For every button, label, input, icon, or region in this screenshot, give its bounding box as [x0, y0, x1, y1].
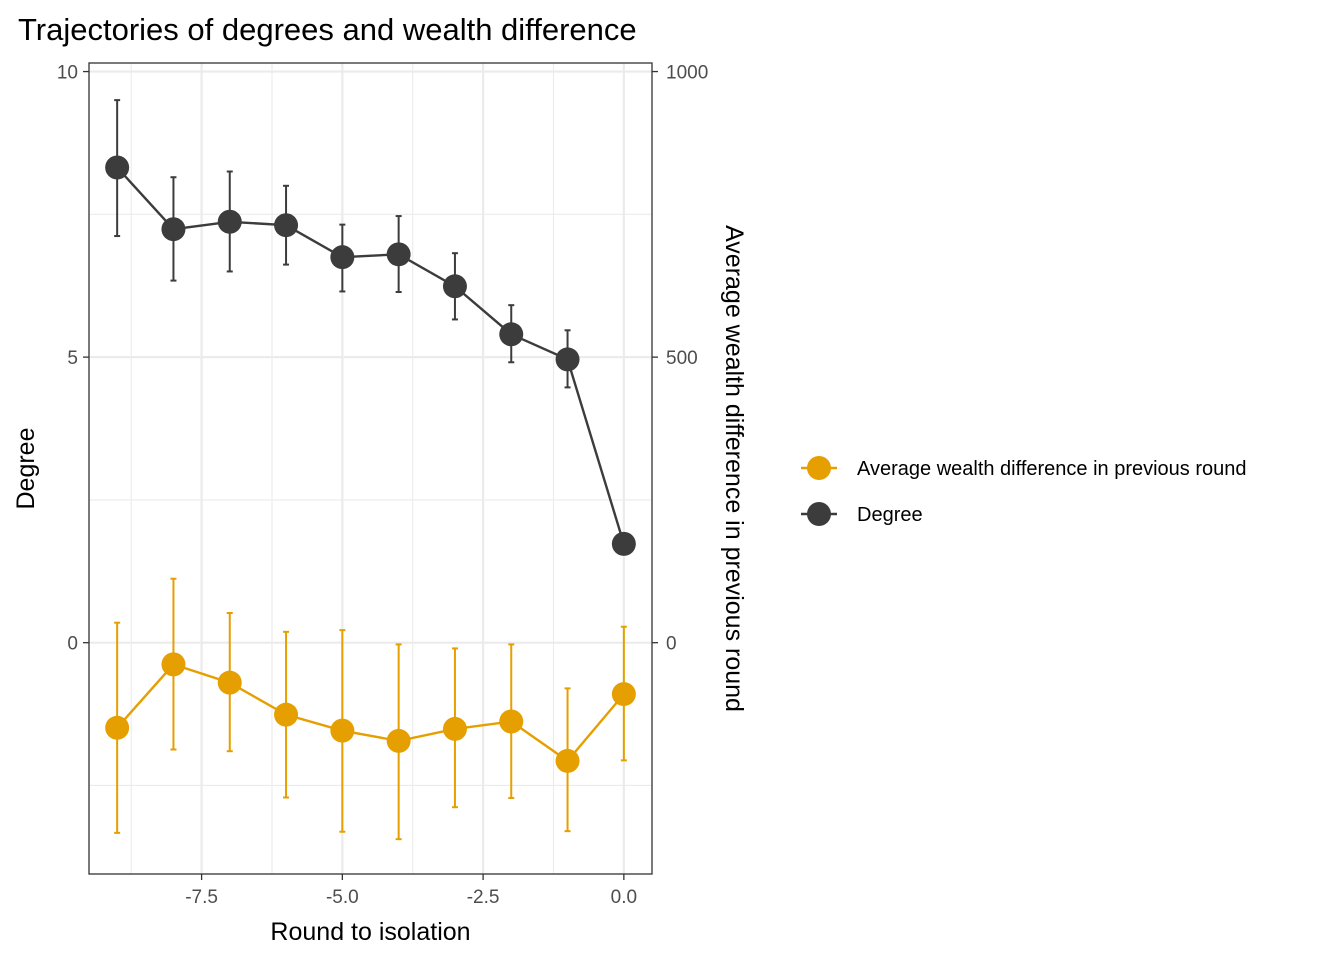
y-tick-label: 0 [67, 634, 78, 655]
y-tick-label: 5 [67, 348, 78, 369]
x-tick-label: -7.5 [185, 887, 218, 908]
legend-label-wealth: Average wealth difference in previous ro… [857, 458, 1247, 480]
panel-border [88, 62, 653, 875]
x-tick-label: 0.0 [611, 887, 637, 908]
y-axis-title: Degree [12, 428, 40, 510]
point-degree [274, 213, 299, 238]
point-wealth [442, 716, 467, 741]
axes: -7.5 -5.0 -2.5 0.0 0 5 10 0 500 1000 [57, 63, 708, 908]
point-degree [161, 217, 186, 242]
point-degree [611, 531, 636, 556]
point-wealth [105, 715, 130, 740]
point-degree [105, 155, 130, 180]
x-axis-title: Round to isolation [270, 918, 470, 946]
point-wealth [386, 728, 411, 753]
point-degree [442, 274, 467, 299]
y-tick-label: 10 [57, 63, 78, 84]
series-wealth [105, 577, 636, 841]
series-line-degree [116, 166, 625, 545]
legend-key-marker-degree [807, 502, 831, 526]
x-tick-label: -5.0 [326, 887, 359, 908]
chart-title: Trajectories of degrees and wealth diffe… [18, 12, 637, 47]
point-degree [330, 245, 355, 270]
y2-tick-label: 500 [666, 348, 698, 369]
y2-axis-title: Average wealth difference in previous ro… [720, 225, 748, 712]
point-degree [555, 347, 580, 372]
series-degree [105, 99, 636, 556]
point-degree [217, 209, 242, 234]
legend-item-wealth: Average wealth difference in previous ro… [801, 456, 1247, 480]
series-line-wealth [116, 663, 625, 763]
point-wealth [274, 702, 299, 727]
legend-label-degree: Degree [857, 504, 923, 526]
x-tick-label: -2.5 [467, 887, 500, 908]
point-wealth [555, 748, 580, 773]
point-wealth [611, 682, 636, 707]
legend-key-marker-wealth [807, 456, 831, 480]
point-wealth [330, 718, 355, 743]
point-degree [386, 242, 411, 267]
y2-tick-label: 0 [666, 634, 677, 655]
point-wealth [217, 670, 242, 695]
series-layer [105, 99, 636, 841]
point-wealth [161, 652, 186, 677]
point-wealth [499, 709, 524, 734]
legend: Average wealth difference in previous ro… [801, 456, 1247, 526]
point-degree [499, 322, 524, 347]
legend-item-degree: Degree [801, 502, 923, 526]
y2-tick-label: 1000 [666, 63, 708, 84]
